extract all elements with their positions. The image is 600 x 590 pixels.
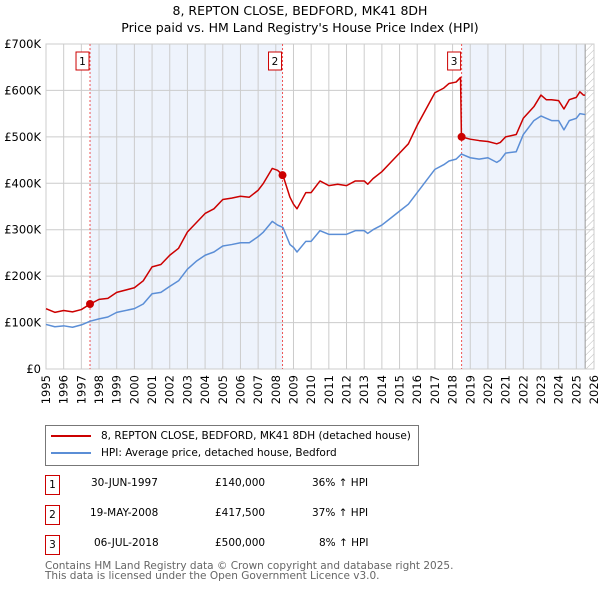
sale-row-3: 3 06-JUL-2018 £500,000 8% ↑ HPI bbox=[45, 535, 465, 555]
x-tick-label: 2011 bbox=[322, 375, 336, 404]
sale-marker-label: 2 bbox=[45, 505, 60, 525]
x-tick-label: 2005 bbox=[216, 375, 230, 404]
forecast-hatch bbox=[585, 44, 594, 369]
x-tick-label: 1995 bbox=[39, 375, 53, 404]
legend-swatch-hpi bbox=[51, 452, 91, 454]
sale-marker-label: 2 bbox=[272, 56, 279, 68]
footer-licence: This data is licensed under the Open Gov… bbox=[45, 570, 380, 582]
sale-row-2: 2 19-MAY-2008 £417,500 37% ↑ HPI bbox=[45, 505, 465, 525]
x-tick-label: 2014 bbox=[375, 375, 389, 404]
sale-date: 30-JUN-1997 bbox=[91, 477, 158, 489]
y-tick-label: £300K bbox=[4, 223, 41, 237]
sale-delta: 8% ↑ HPI bbox=[319, 537, 369, 549]
legend-swatch-property bbox=[51, 435, 91, 437]
sale-marker-label: 1 bbox=[45, 475, 60, 495]
sale-date: 19-MAY-2008 bbox=[90, 507, 159, 519]
x-tick-label: 2008 bbox=[269, 375, 283, 404]
sale-delta: 37% ↑ HPI bbox=[312, 507, 369, 519]
y-tick-label: £0 bbox=[26, 362, 41, 376]
shaded-period bbox=[90, 44, 283, 369]
sale-price: £140,000 bbox=[215, 477, 266, 489]
y-tick-label: £600K bbox=[4, 83, 41, 97]
sale-marker-box bbox=[268, 51, 283, 71]
sale-price: £500,000 bbox=[215, 537, 266, 549]
sale-point bbox=[278, 171, 287, 180]
x-tick-label: 2006 bbox=[233, 375, 247, 404]
x-tick-label: 2012 bbox=[340, 375, 354, 404]
x-tick-label: 2010 bbox=[304, 375, 318, 404]
x-tick-label: 2015 bbox=[393, 375, 407, 404]
x-tick-label: 2002 bbox=[163, 375, 177, 404]
sale-marker-label: 3 bbox=[45, 535, 60, 555]
x-tick-label: 2001 bbox=[145, 375, 159, 404]
sale-point bbox=[457, 132, 466, 141]
sale-marker-label: 1 bbox=[79, 56, 86, 68]
x-tick-label: 1996 bbox=[57, 375, 71, 404]
x-tick-label: 2026 bbox=[587, 375, 600, 404]
x-tick-label: 2025 bbox=[569, 375, 583, 404]
y-tick-label: £100K bbox=[4, 316, 41, 330]
sale-price: £417,500 bbox=[215, 507, 266, 519]
y-tick-label: £400K bbox=[4, 176, 41, 190]
x-tick-label: 2020 bbox=[481, 375, 495, 404]
sale-marker-box bbox=[75, 51, 90, 71]
x-tick-label: 2007 bbox=[251, 375, 265, 404]
x-tick-label: 1999 bbox=[110, 375, 124, 404]
x-tick-label: 2018 bbox=[446, 375, 460, 404]
sale-date: 06-JUL-2018 bbox=[94, 537, 159, 549]
chart-title: 8, REPTON CLOSE, BEDFORD, MK41 8DH bbox=[172, 3, 428, 18]
plot-area: 1995 1996 1997 1998 1999 2000 2001 2002 2003 2004… bbox=[4, 37, 600, 404]
y-tick-label: £200K bbox=[4, 269, 41, 283]
footer-copyright: Contains HM Land Registry data © Crown c… bbox=[45, 560, 454, 572]
x-tick-label: 2013 bbox=[357, 375, 371, 404]
x-tick-label: 2016 bbox=[410, 375, 424, 404]
x-tick-label: 2017 bbox=[428, 375, 442, 404]
property-price-line bbox=[45, 76, 586, 314]
plot-border bbox=[45, 43, 595, 370]
hpi-line bbox=[45, 112, 586, 328]
sale-point bbox=[86, 300, 95, 308]
y-tick-label: £700K bbox=[4, 37, 41, 51]
x-tick-label: 1998 bbox=[92, 375, 106, 404]
y-tick-label: £500K bbox=[4, 130, 41, 144]
legend: 8, REPTON CLOSE, BEDFORD, MK41 8DH (deta… bbox=[45, 425, 419, 466]
x-tick-label: 1997 bbox=[74, 375, 88, 404]
legend-label-property: 8, REPTON CLOSE, BEDFORD, MK41 8DH (deta… bbox=[101, 430, 411, 442]
x-tick-label: 2022 bbox=[516, 375, 530, 404]
x-tick-label: 2004 bbox=[198, 375, 212, 404]
chart-subtitle: Price paid vs. HM Land Registry's House … bbox=[121, 20, 479, 35]
x-tick-label: 2024 bbox=[552, 375, 566, 404]
x-tick-label: 2003 bbox=[180, 375, 194, 404]
sale-delta: 36% ↑ HPI bbox=[312, 477, 369, 489]
legend-label-hpi: HPI: Average price, detached house, Bedf… bbox=[101, 447, 337, 459]
x-tick-label: 2019 bbox=[463, 375, 477, 404]
x-tick-label: 2009 bbox=[286, 375, 300, 404]
x-tick-label: 2021 bbox=[499, 375, 513, 404]
x-tick-label: 2000 bbox=[127, 375, 141, 404]
sale-marker-label: 3 bbox=[451, 56, 458, 68]
sale-marker-box bbox=[447, 51, 462, 71]
sale-row-1: 1 30-JUN-1997 £140,000 36% ↑ HPI bbox=[45, 475, 465, 495]
footer: Contains HM Land Registry data © Crown c… bbox=[45, 560, 454, 582]
x-tick-label: 2023 bbox=[534, 375, 548, 404]
